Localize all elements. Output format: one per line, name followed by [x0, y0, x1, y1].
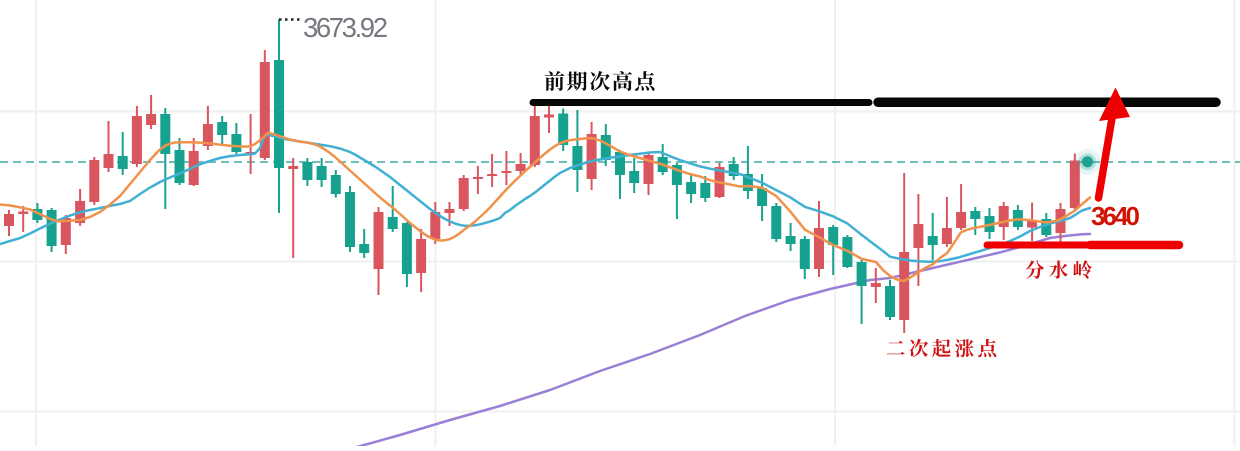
- svg-text:3640: 3640: [1091, 201, 1140, 231]
- svg-text:3673.92: 3673.92: [303, 12, 388, 43]
